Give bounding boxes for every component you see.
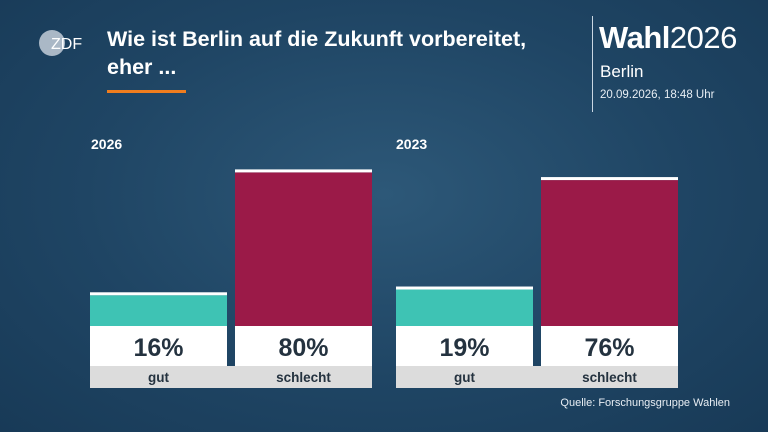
category-strip-2023 — [396, 366, 678, 388]
bar-cap-schlecht-2023 — [541, 177, 678, 181]
election-brand: Wahl2026 — [599, 18, 737, 58]
bar-cap-schlecht-2026 — [235, 169, 372, 173]
value-box-gut-2026 — [90, 326, 227, 366]
value-box-schlecht-2023 — [541, 326, 678, 366]
bar-gut-2026 — [90, 295, 227, 326]
bar-gut-2023 — [396, 289, 533, 326]
zdf-logo: ZDF — [39, 30, 82, 56]
category-label-schlecht-2023: schlecht — [582, 370, 637, 385]
category-strip-2026 — [90, 366, 372, 388]
data-label-schlecht-2023: 76% — [584, 334, 634, 362]
group-label-2026: 2026 — [91, 136, 123, 152]
timestamp: 20.09.2026, 18:48 Uhr — [600, 89, 715, 101]
source-note: Quelle: Forschungsgruppe Wahlen — [560, 397, 730, 409]
bar-schlecht-2026 — [235, 172, 372, 326]
data-label-gut-2026: 16% — [133, 334, 183, 362]
data-label-schlecht-2026: 80% — [278, 334, 328, 362]
svg-text:ZDF: ZDF — [51, 36, 82, 53]
title-underline — [107, 90, 186, 93]
bar-cap-gut-2023 — [396, 286, 533, 290]
value-box-schlecht-2026 — [235, 326, 372, 366]
brand-word: Wahl — [599, 20, 670, 55]
page-title: Wie ist Berlin auf die Zukunft vorbereit… — [107, 27, 527, 79]
data-label-gut-2023: 19% — [439, 334, 489, 362]
value-box-gut-2023 — [396, 326, 533, 366]
group-label-2023: 2023 — [396, 136, 428, 152]
brand-divider — [592, 16, 593, 112]
category-label-gut-2026: gut — [148, 370, 169, 385]
category-label-gut-2023: gut — [454, 370, 475, 385]
bar-schlecht-2023 — [541, 180, 678, 326]
category-label-schlecht-2026: schlecht — [276, 370, 331, 385]
bar-cap-gut-2026 — [90, 292, 227, 296]
brand-region: Berlin — [600, 62, 644, 81]
brand-year: 2026 — [669, 20, 737, 55]
